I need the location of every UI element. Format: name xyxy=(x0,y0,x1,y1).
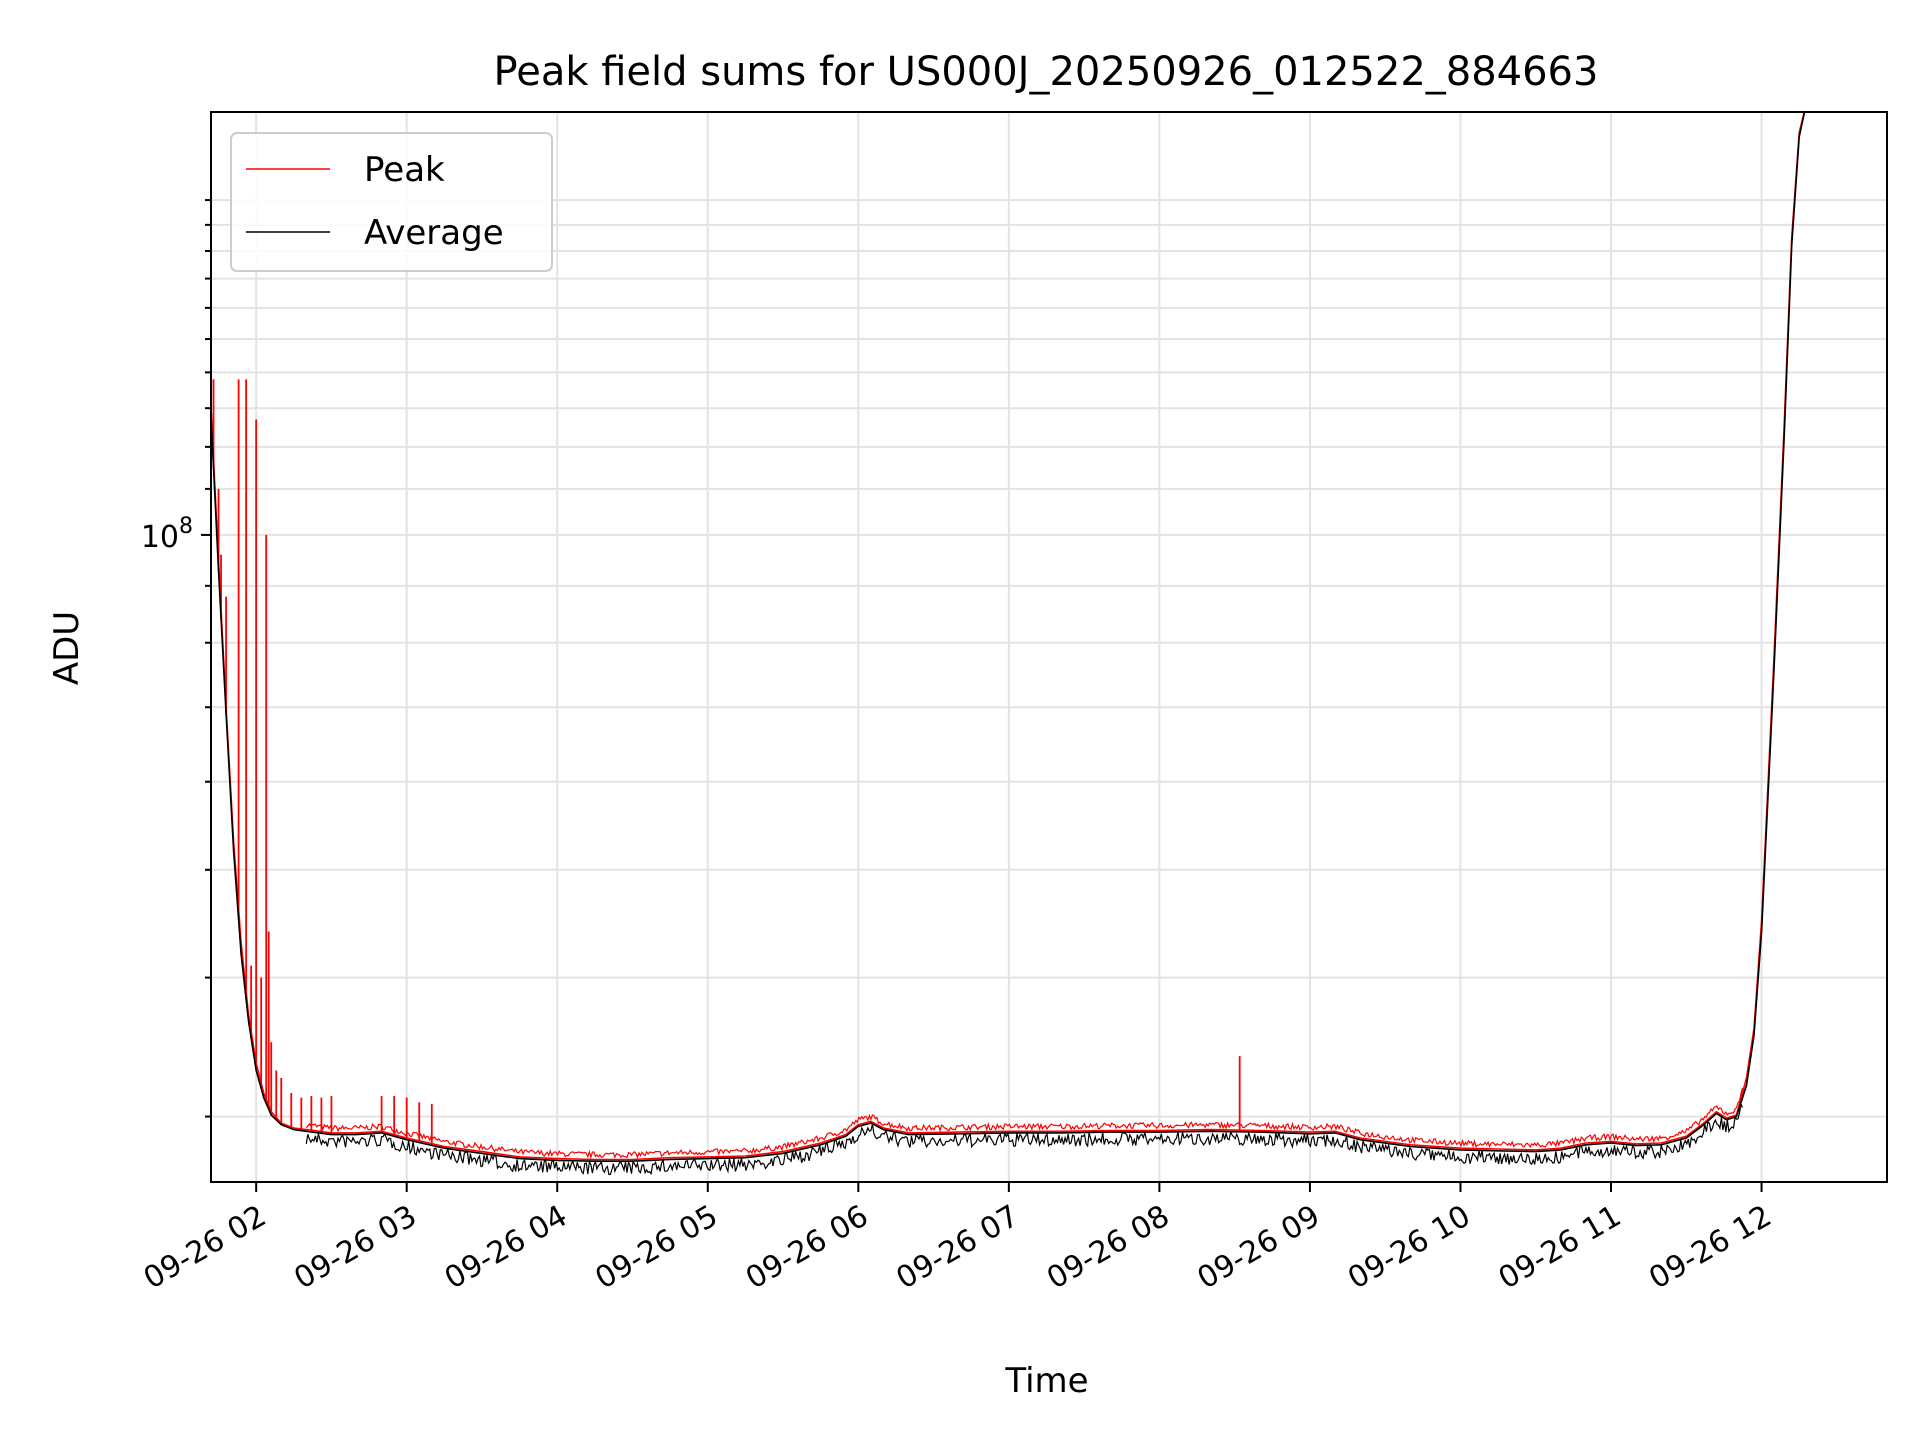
chart-title: Peak field sums for US000J_20250926_0125… xyxy=(494,49,1599,95)
y-axis-label: ADU xyxy=(47,611,87,685)
x-axis-label: Time xyxy=(1004,1361,1088,1401)
y-axis-ticks: 108 xyxy=(141,199,211,1118)
grid xyxy=(211,112,1887,1182)
axes-frame xyxy=(210,111,1888,1183)
series-line-peak xyxy=(211,112,1806,1161)
y-tick-label: 108 xyxy=(141,514,193,555)
legend-label-peak: Peak xyxy=(364,150,445,190)
legend-label-average: Average xyxy=(364,213,504,253)
series-line-average xyxy=(211,112,1806,1162)
plot-series-area xyxy=(211,112,1806,1176)
legend-box xyxy=(230,132,553,272)
peak-noise-trace xyxy=(305,1087,1744,1160)
plot-area xyxy=(211,112,1887,1182)
legend: Peak Average xyxy=(230,132,553,272)
peak-spikes xyxy=(212,379,1241,1146)
